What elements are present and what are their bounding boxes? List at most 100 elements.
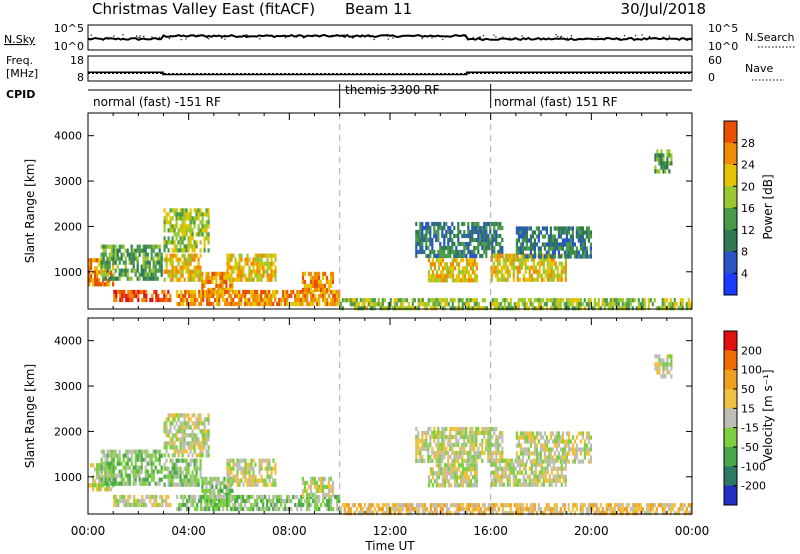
vel-cell [177, 466, 180, 471]
vel-cell [487, 430, 490, 436]
power-cell [238, 277, 241, 282]
vel-cell [529, 443, 532, 448]
vel-cell [496, 458, 499, 463]
vel-cell [353, 511, 356, 516]
power-cell [643, 302, 646, 307]
power-cell [485, 225, 488, 231]
vel-cell [587, 451, 590, 456]
vel-cell [169, 441, 172, 446]
power-cell [519, 250, 522, 255]
vel-cell [493, 442, 496, 448]
power-cell [268, 293, 271, 299]
vel-cell [248, 494, 251, 500]
power-cell [435, 229, 438, 235]
power-cell [562, 269, 565, 274]
power-cell [228, 301, 231, 307]
vel-cell [163, 425, 166, 430]
vel-cell [516, 462, 519, 467]
power-cell [399, 306, 402, 311]
vel-cell [183, 425, 186, 430]
vel-cell [181, 413, 184, 418]
power-cell [523, 226, 526, 231]
power-cell [288, 293, 291, 299]
power-cell [158, 260, 161, 265]
power-cell [423, 237, 426, 243]
vel-cell [203, 437, 206, 442]
vel-cell [664, 362, 667, 367]
power-cell [399, 298, 402, 303]
power-cell [518, 269, 521, 274]
vel-cell [154, 449, 157, 454]
power-cell [120, 272, 123, 277]
vel-cell [154, 453, 157, 458]
power-cell [629, 298, 632, 303]
power-cell [219, 271, 222, 276]
vel-cell [441, 479, 444, 484]
vel-cell [447, 454, 450, 460]
power-cell [373, 298, 376, 303]
power-cell [171, 224, 174, 229]
vel-cell [197, 445, 200, 450]
power-cell [670, 157, 673, 162]
vel-cell [567, 439, 570, 444]
vel-cell [187, 482, 190, 487]
vel-cell [647, 511, 650, 516]
vel-cell [467, 503, 470, 508]
vel-cell [167, 441, 170, 446]
power-cell [670, 153, 673, 158]
vel-cell [217, 488, 220, 493]
vel-cell [589, 447, 592, 452]
vel-cell [469, 438, 472, 444]
power-cell [501, 249, 504, 255]
vel-cell [175, 474, 178, 479]
vel-cell [561, 435, 564, 440]
vel-cell [492, 474, 495, 479]
vel-cell [529, 435, 532, 440]
vel-cell [146, 461, 149, 466]
power-cell [419, 298, 422, 303]
vel-cell [547, 507, 550, 512]
power-cell [140, 248, 143, 253]
power-cell [136, 256, 139, 261]
power-cell [222, 293, 225, 299]
vel-cell [183, 449, 186, 454]
vel-cell [469, 426, 472, 432]
power-cell [217, 283, 220, 288]
vel-cell [108, 465, 111, 470]
power-cell [536, 277, 539, 282]
vel-cell [539, 459, 542, 464]
vel-cell [483, 434, 486, 440]
power-cell [443, 274, 446, 279]
vel-cell [679, 503, 682, 508]
vel-cell [551, 459, 554, 464]
power-cell [203, 228, 206, 233]
power-cell [124, 256, 127, 261]
power-cell [144, 256, 147, 261]
vel-cell [550, 466, 553, 471]
vel-cell [660, 374, 663, 379]
vel-cell [441, 483, 444, 488]
vel-cell [560, 474, 563, 479]
power-cell [187, 261, 190, 266]
power-cell [157, 297, 160, 303]
power-cell [163, 236, 166, 241]
vel-cell [471, 426, 474, 432]
vel-cell [195, 453, 198, 458]
power-ylabel: Slant Range [km] [23, 159, 37, 263]
power-cell [654, 153, 657, 158]
power-cell [270, 293, 273, 299]
vel-cell [441, 426, 444, 432]
vel-cell [187, 478, 190, 483]
vel-cell [262, 482, 265, 487]
power-cell [581, 238, 584, 243]
power-cell [493, 245, 496, 251]
power-cell [433, 302, 436, 307]
vel-cell [661, 511, 664, 516]
power-cell [106, 264, 109, 269]
power-cell [266, 297, 269, 303]
vel-cell [185, 462, 188, 467]
vel-cell [258, 506, 261, 512]
power-cell [551, 246, 554, 251]
power-cell [557, 242, 560, 247]
vel-cell [331, 488, 335, 493]
